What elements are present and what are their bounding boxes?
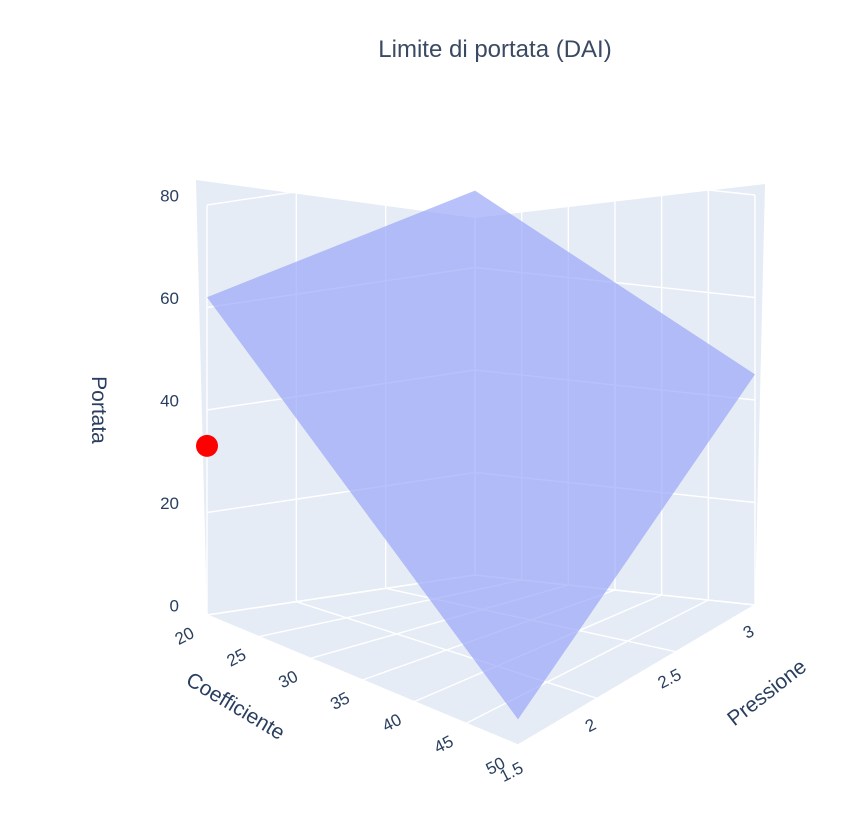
y-tick-label: 2 [582,715,599,736]
z-axis-title: Portata [87,376,110,444]
gridline-x-floor [517,604,756,746]
chart-title: Limite di portata (DAI) [378,36,611,63]
z-tick-label: 60 [160,289,179,308]
x-axis-title: Coefficiente [182,668,289,745]
y-tick-label: 2.5 [655,665,685,693]
x-tick-label: 45 [431,732,456,758]
z-tick-label: 80 [160,186,179,205]
gridline-z-left [206,164,476,206]
surface-polygon [207,190,755,720]
x-tick-label: 30 [275,667,300,693]
x-tick-label: 40 [379,710,404,736]
z-tick-label: 0 [170,596,179,615]
x-tick-label: 20 [172,623,197,649]
y-axis-title: Pressione [723,655,811,731]
data-point[interactable] [196,434,218,457]
y-tick-label: 3 [740,621,757,642]
data-markers [196,434,218,457]
z-tick-label: 20 [160,494,179,513]
z-tick-label: 40 [160,391,179,410]
x-tick-label: 35 [327,688,352,714]
x-tick-label: 25 [224,645,249,671]
surface-plane [207,190,755,720]
